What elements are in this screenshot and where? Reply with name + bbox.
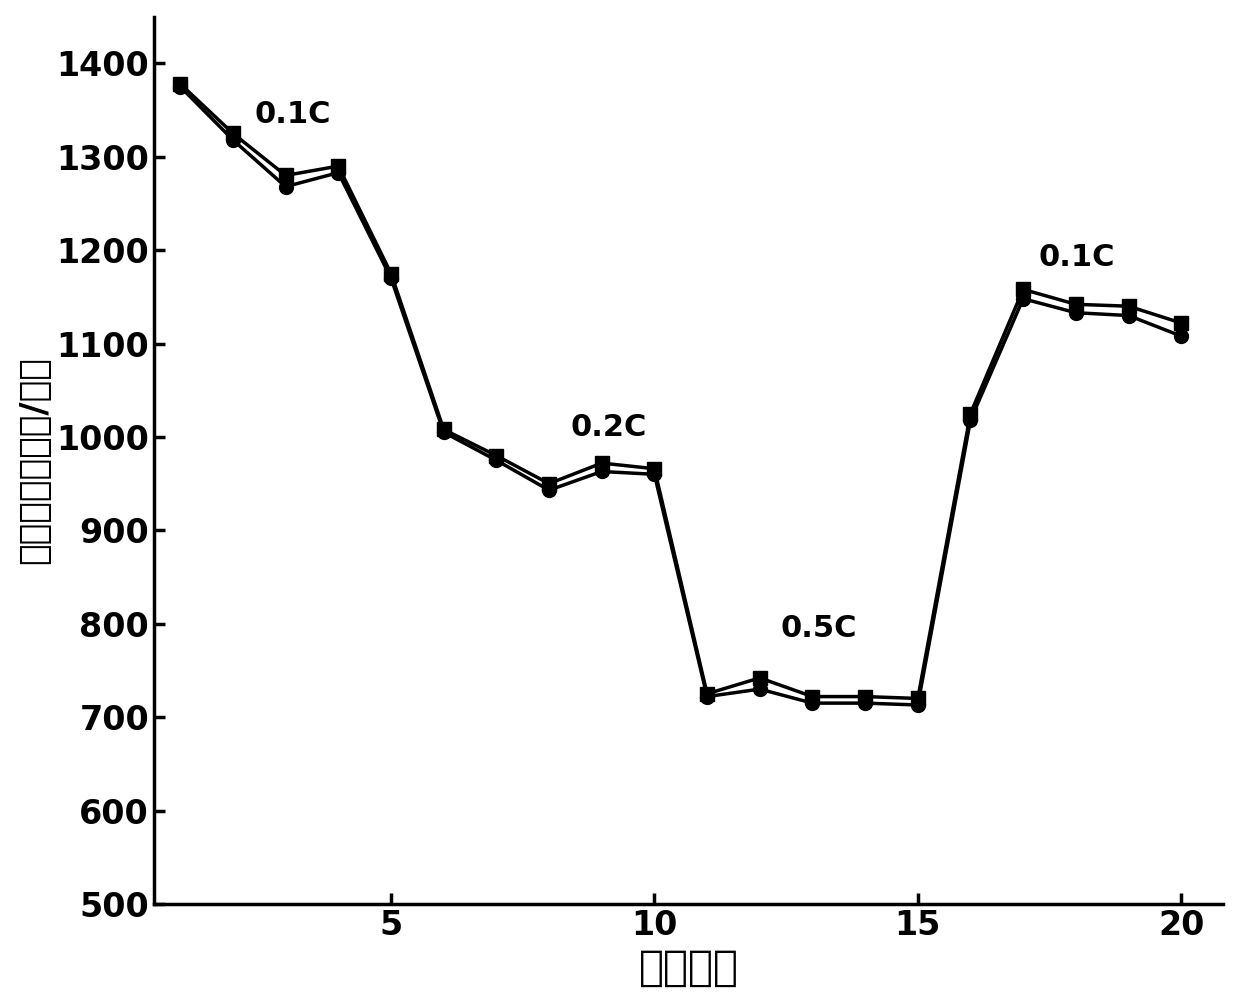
X-axis label: 循环次数: 循环次数 — [639, 948, 739, 989]
Text: 0.5C: 0.5C — [781, 614, 857, 643]
Text: 0.2C: 0.2C — [570, 413, 646, 442]
Y-axis label: 比容量（毫安时/克）: 比容量（毫安时/克） — [16, 356, 51, 564]
Text: 0.1C: 0.1C — [1039, 243, 1116, 273]
Text: 0.1C: 0.1C — [254, 101, 331, 129]
